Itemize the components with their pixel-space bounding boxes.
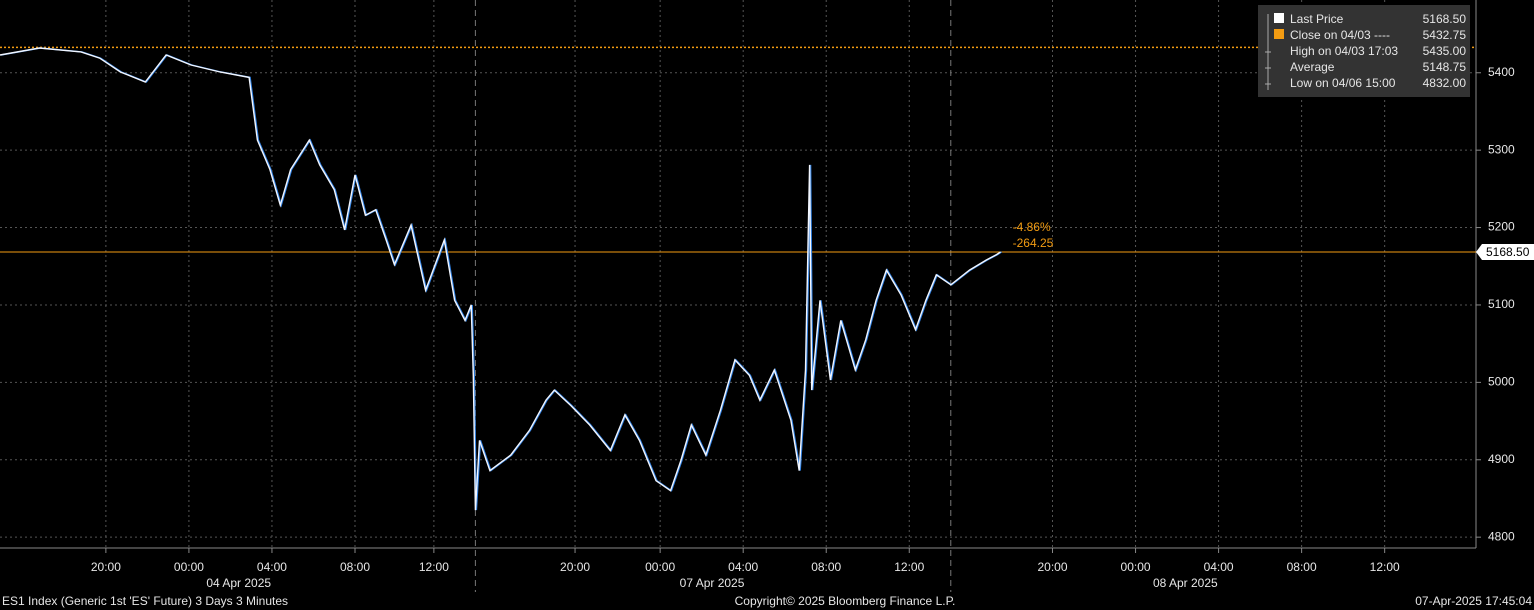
x-tick-label: 08:00	[1287, 560, 1317, 574]
y-tick-label: 4800	[1488, 529, 1515, 543]
y-tick-label: 5100	[1488, 297, 1515, 311]
legend-swatch	[1274, 29, 1284, 39]
legend-label: Average	[1290, 60, 1335, 74]
x-tick-label: 12:00	[1370, 560, 1400, 574]
legend-value: 5435.00	[1423, 44, 1467, 58]
x-tick-label: 20:00	[1037, 560, 1067, 574]
legend-swatch	[1274, 13, 1284, 23]
x-tick-label: 08:00	[340, 560, 370, 574]
footer-right: 07-Apr-2025 17:45:04	[1415, 594, 1532, 608]
date-label: 07 Apr 2025	[680, 576, 745, 590]
x-tick-label: 00:00	[645, 560, 675, 574]
legend-value: 4832.00	[1423, 76, 1467, 90]
last-price-tag-label: 5168.50	[1486, 245, 1530, 259]
legend-value: 5148.75	[1423, 60, 1467, 74]
price-line	[0, 47, 1001, 511]
legend: Last Price 5168.50 Close on 04/03 ---- 5…	[1258, 5, 1470, 97]
x-tick-label: 12:00	[419, 560, 449, 574]
legend-label: Last Price	[1290, 12, 1344, 26]
y-tick-label: 5400	[1488, 65, 1515, 79]
change-pct: -4.86%	[1013, 220, 1051, 234]
x-tick-label: 20:00	[560, 560, 590, 574]
y-tick-label: 5300	[1488, 142, 1515, 156]
y-tick-label: 5200	[1488, 220, 1515, 234]
footer-left: ES1 Index (Generic 1st 'ES' Future) 3 Da…	[2, 594, 288, 608]
legend-box	[1258, 5, 1470, 97]
x-tick-label: 04:00	[728, 560, 758, 574]
x-tick-label: 20:00	[91, 560, 121, 574]
y-tick-label: 5000	[1488, 375, 1515, 389]
x-tick-label: 00:00	[1121, 560, 1151, 574]
legend-label: Close on 04/03 ----	[1290, 28, 1390, 42]
x-tick-label: 04:00	[1204, 560, 1234, 574]
x-tick-label: 04:00	[257, 560, 287, 574]
legend-label: Low on 04/06 15:00	[1290, 76, 1396, 90]
x-tick-label: 12:00	[894, 560, 924, 574]
date-label: 08 Apr 2025	[1153, 576, 1218, 590]
last-price-tag	[1476, 243, 1534, 260]
footer-center: Copyright© 2025 Bloomberg Finance L.P.	[735, 594, 956, 608]
legend-value: 5168.50	[1423, 12, 1467, 26]
y-tick-label: 4900	[1488, 452, 1515, 466]
legend-icons	[1265, 14, 1271, 90]
x-tick-label: 00:00	[174, 560, 204, 574]
legend-label: High on 04/03 17:03	[1290, 44, 1398, 58]
change-pts: -264.25	[1013, 236, 1054, 250]
x-tick-label: 08:00	[811, 560, 841, 574]
date-label: 04 Apr 2025	[206, 576, 271, 590]
legend-value: 5432.75	[1423, 28, 1467, 42]
